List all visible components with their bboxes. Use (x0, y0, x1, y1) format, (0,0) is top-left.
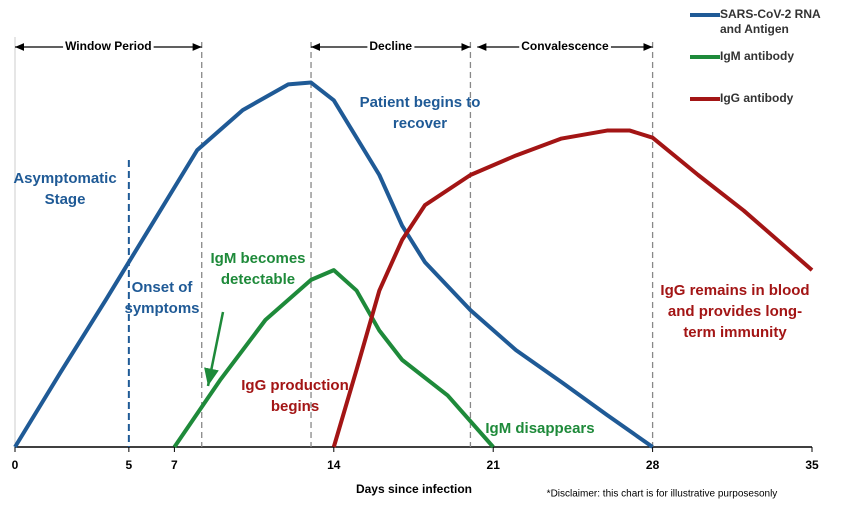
annotation: Onset of symptoms (124, 279, 200, 317)
annotation: Patient begins to recover (359, 94, 481, 132)
annotation: IgM disappears (485, 420, 595, 437)
phase-label-bg (367, 39, 415, 54)
phase-label: Convalescence (521, 39, 609, 53)
x-tick-label: 14 (327, 458, 341, 472)
phase-label-bg (519, 39, 611, 54)
legend-item: IgM antibody (720, 49, 794, 63)
legend-label: IgM antibody (720, 49, 794, 63)
annotation-arrow (204, 311, 225, 387)
series-line (331, 128, 814, 448)
x-tick-label: 35 (805, 458, 819, 472)
series-line (172, 268, 495, 449)
disclaimer: *Disclaimer: this chart is for illustrat… (547, 489, 778, 500)
x-tick-label: 28 (646, 458, 660, 472)
phase-label-bg (63, 39, 154, 54)
annotation: IgG remains in blood and provides long-t… (660, 282, 810, 341)
legend-item: SARS-CoV-2 RNA and Antigen (720, 7, 821, 36)
legend-item: IgG antibody (720, 91, 794, 105)
annotation: IgG production begins (241, 377, 349, 415)
phase-label: Decline (369, 39, 412, 53)
phase-label: Window Period (65, 39, 152, 53)
annotation: IgM becomes detectable (210, 250, 306, 288)
legend-label: SARS-CoV-2 RNA and Antigen (720, 7, 821, 36)
annotation: Asymptomatic Stage (13, 170, 117, 208)
x-tick-label: 0 (12, 458, 19, 472)
x-tick-label: 5 (126, 458, 133, 472)
x-tick-label: 21 (487, 458, 501, 472)
x-axis-label: Days since infection (356, 482, 472, 496)
series-line (13, 80, 654, 449)
legend-label: IgG antibody (720, 91, 794, 105)
x-tick-label: 7 (171, 458, 178, 472)
